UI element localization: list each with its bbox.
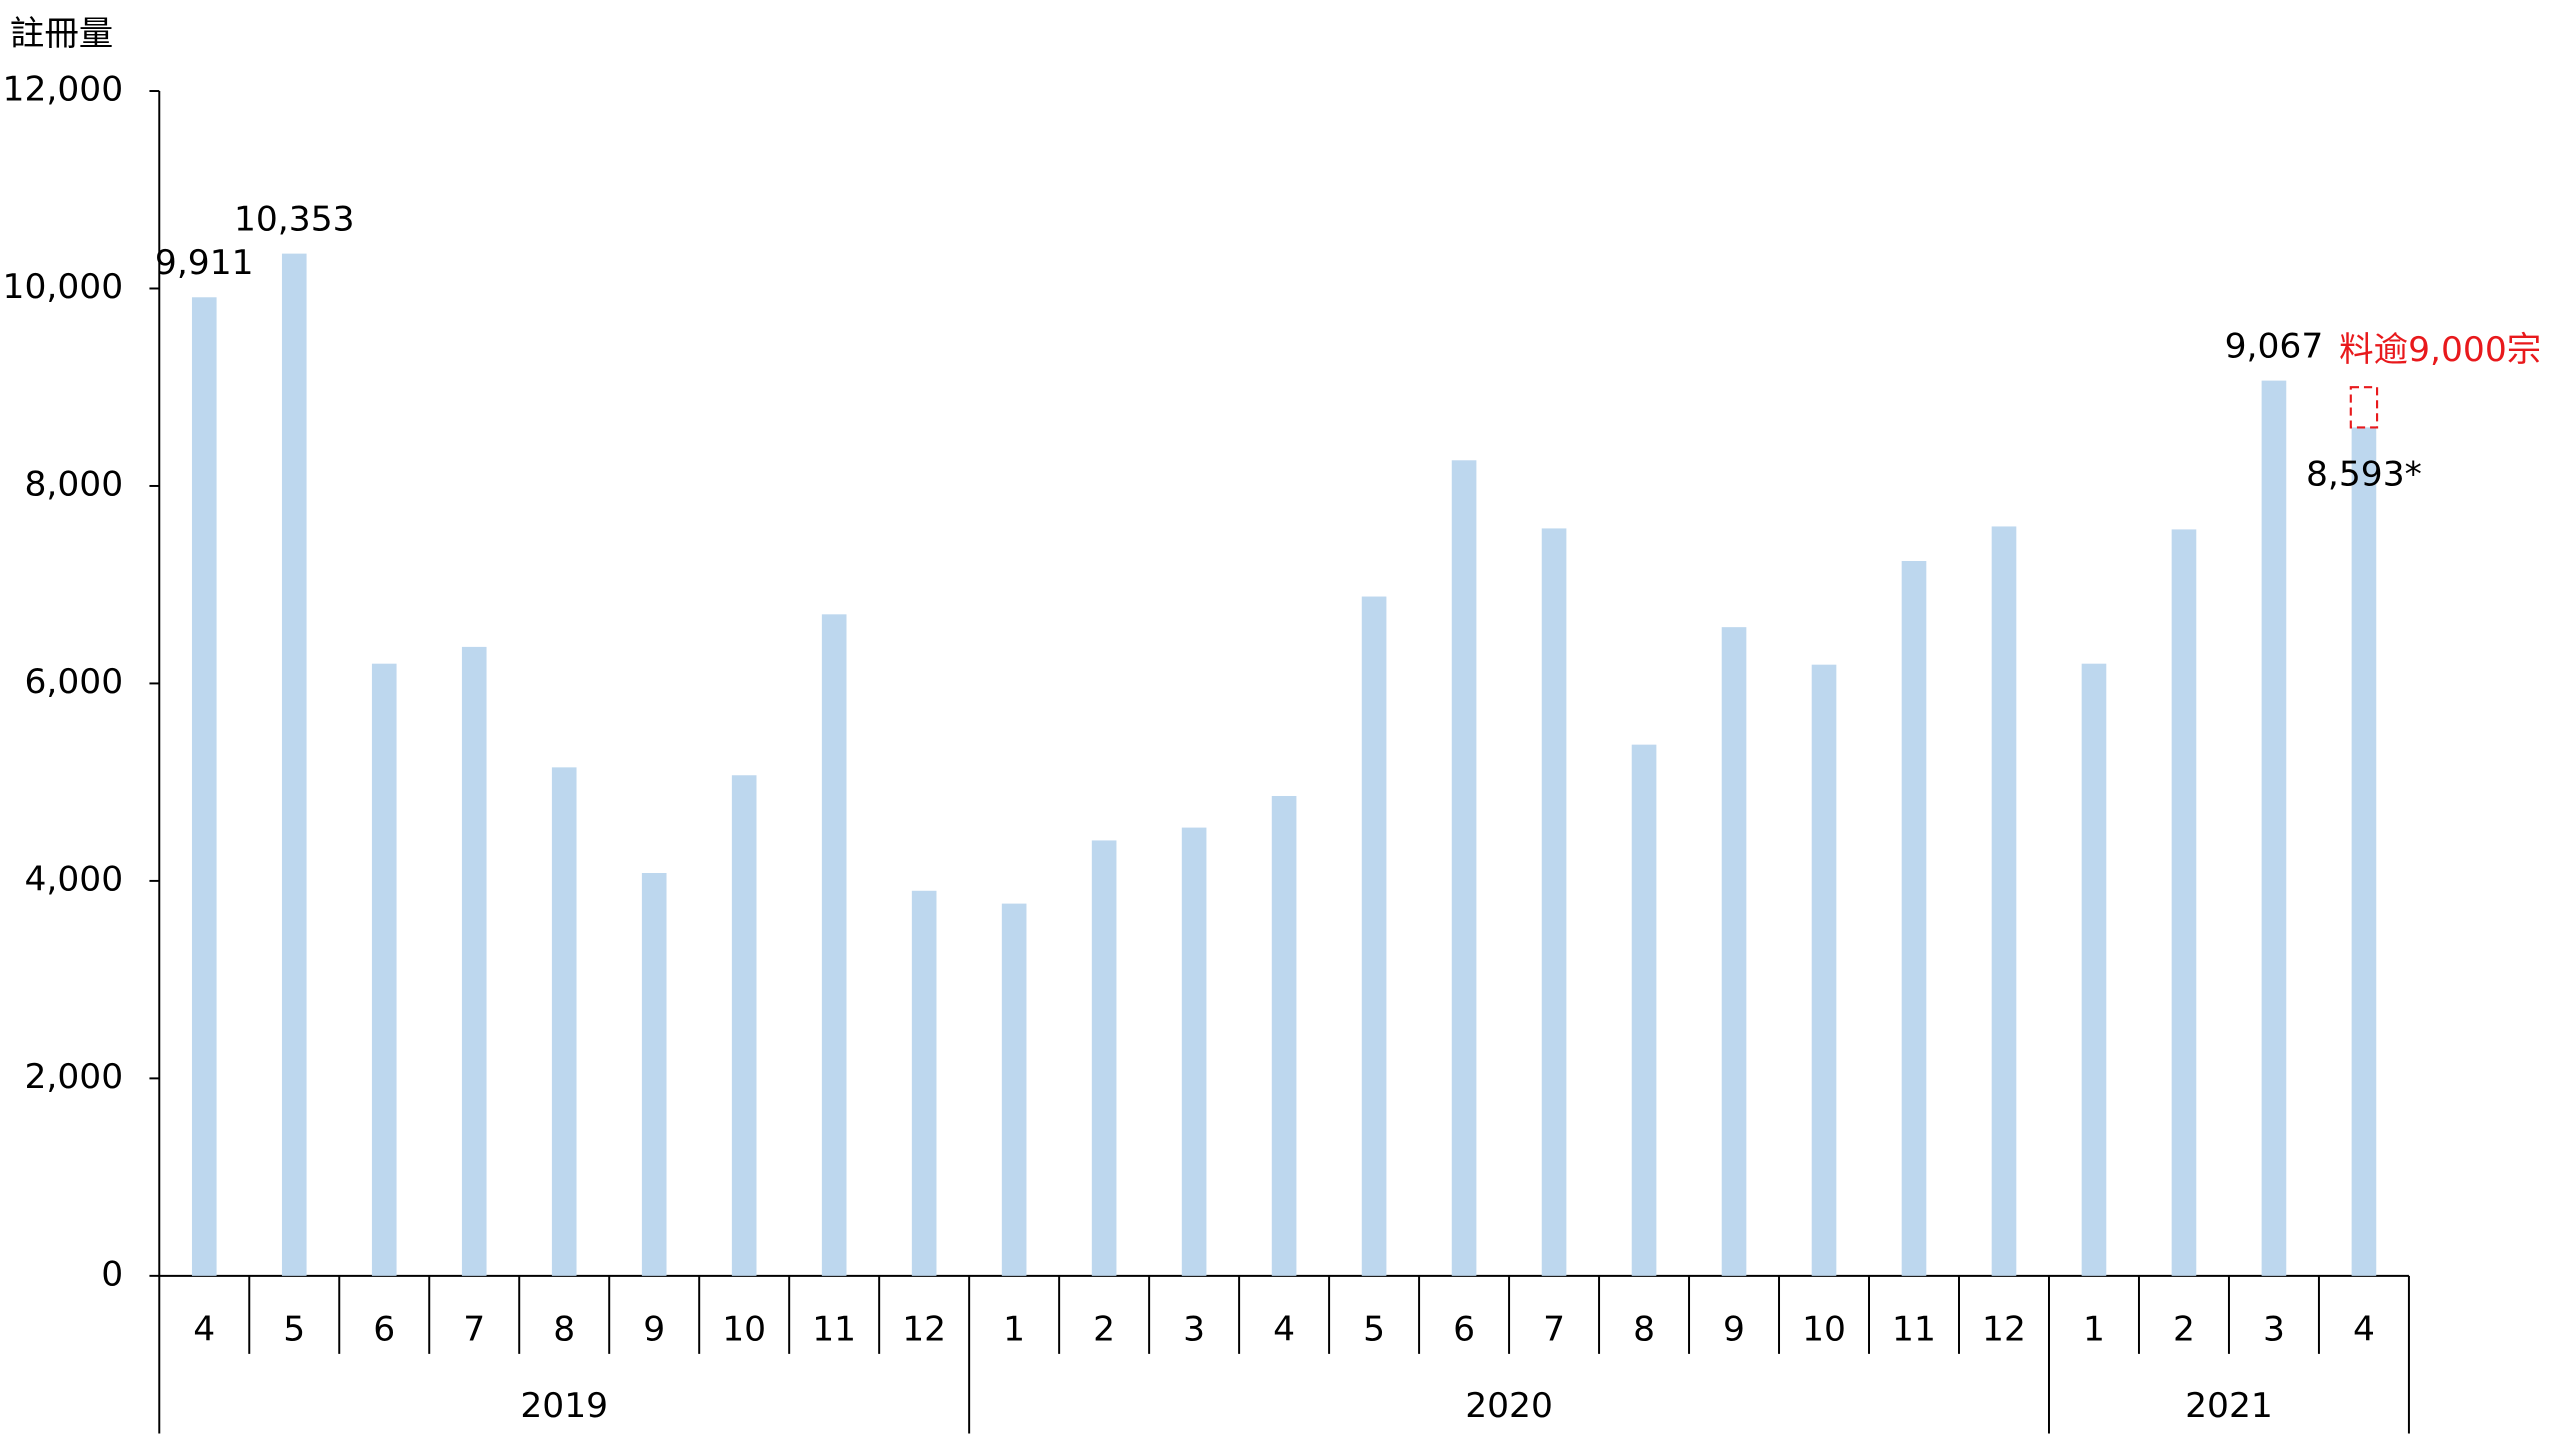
annotation-box [2349,386,2379,429]
bar [1991,526,2017,1276]
y-axis-label: 註冊量 [10,14,113,54]
bar [641,873,667,1276]
y-tick-label: 2,000 [24,1057,123,1097]
bar [1091,840,1117,1276]
bar [1451,460,1477,1276]
x-tick-label: 1 [2083,1310,2105,1350]
x-tick-label: 2 [1093,1310,1115,1350]
group-label: 2021 [2185,1386,2273,1426]
x-tick-label: 3 [2263,1310,2285,1350]
x-tick-label: 8 [553,1310,575,1350]
value-label: 10,353 [234,200,355,240]
x-tick-label: 1 [1003,1310,1025,1350]
bar [1541,528,1567,1276]
y-tick-label: 4,000 [24,860,123,900]
x-tick-label: 8 [1633,1310,1655,1350]
value-label: 9,067 [2225,327,2324,367]
bar [461,646,487,1276]
bar [2081,663,2107,1276]
y-tick-label: 8,000 [24,465,123,505]
x-tick-label: 4 [193,1310,215,1350]
bar [371,663,397,1276]
bar [1181,827,1207,1276]
group-label: 2019 [520,1386,608,1426]
bar [821,614,847,1276]
x-tick-label: 6 [373,1310,395,1350]
x-tick-label: 6 [1453,1310,1475,1350]
bar [911,890,937,1276]
bar [2261,380,2287,1276]
x-tick-label: 4 [2353,1310,2375,1350]
bar [1631,744,1657,1276]
x-tick-label: 5 [1363,1310,1385,1350]
bar [191,297,217,1276]
bar [551,767,577,1276]
group-label: 2020 [1465,1386,1553,1426]
bar [281,253,307,1276]
x-tick-label: 11 [812,1310,856,1350]
x-tick-label: 9 [643,1310,665,1350]
x-tick-label: 7 [1543,1310,1565,1350]
annotation-text: 料逾9,000宗 [2339,330,2541,370]
x-tick-label: 3 [1183,1310,1205,1350]
y-tick-label: 12,000 [3,70,124,110]
x-tick-label: 10 [1802,1310,1846,1350]
value-label: 8,593* [2306,455,2422,495]
x-tick-label: 2 [2173,1310,2195,1350]
bar [1811,664,1837,1276]
bar [2171,529,2197,1276]
y-tick-label: 6,000 [24,662,123,702]
bar [1901,560,1927,1276]
y-tick-label: 10,000 [3,267,124,307]
bar [1271,795,1297,1276]
y-tick-label: 0 [101,1254,123,1294]
x-tick-label: 12 [902,1310,946,1350]
x-tick-label: 7 [463,1310,485,1350]
bar [1361,596,1387,1276]
x-tick-label: 5 [283,1310,305,1350]
value-label: 9,911 [155,243,254,283]
x-tick-label: 9 [1723,1310,1745,1350]
x-tick-label: 10 [722,1310,766,1350]
bar [1001,903,1027,1276]
x-tick-label: 4 [1273,1310,1295,1350]
x-tick-label: 12 [1982,1310,2026,1350]
bar [2351,427,2377,1276]
bar [731,775,757,1276]
x-tick-label: 11 [1892,1310,1936,1350]
bar [1721,627,1747,1276]
